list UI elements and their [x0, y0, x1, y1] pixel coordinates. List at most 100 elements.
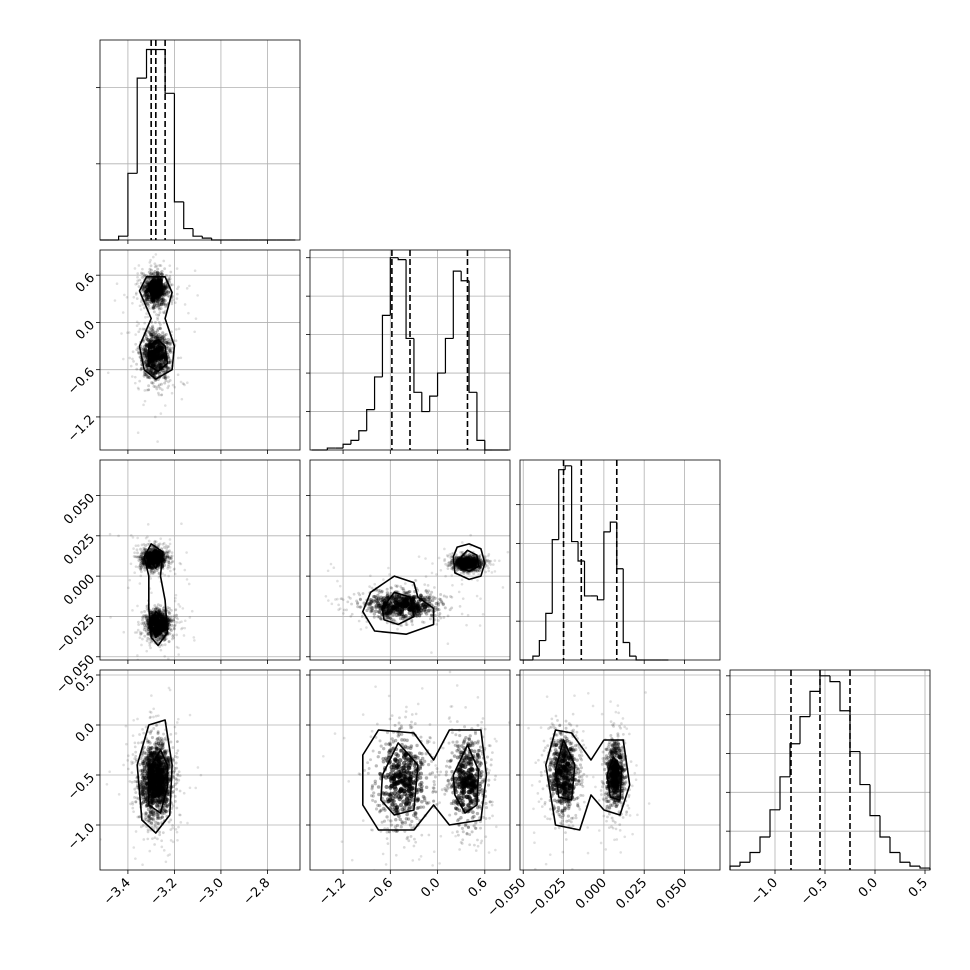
- sample-point: [397, 732, 401, 737]
- sample-point: [146, 747, 150, 752]
- sample-point: [151, 812, 156, 816]
- sample-point: [168, 346, 172, 350]
- sample-point: [476, 741, 480, 745]
- sample-point: [609, 700, 612, 703]
- sample-point: [369, 597, 373, 602]
- sample-point: [139, 784, 143, 789]
- sample-point: [153, 331, 158, 335]
- sample-point: [394, 808, 399, 813]
- sample-point: [159, 347, 164, 352]
- sample-point: [139, 300, 143, 304]
- sample-point: [131, 761, 135, 765]
- histogram-bin: [889, 836, 900, 854]
- sample-point: [434, 601, 439, 606]
- panel-frame: [519, 459, 721, 661]
- sample-point: [172, 624, 176, 628]
- histogram-bin: [869, 784, 880, 817]
- sample-point: [175, 721, 179, 724]
- sample-point: [408, 781, 414, 786]
- sample-point: [414, 811, 418, 815]
- sample-point: [155, 775, 161, 781]
- sample-point: [467, 737, 472, 742]
- sample-point: [455, 684, 459, 687]
- sample-point: [384, 758, 389, 763]
- sample-point: [377, 609, 381, 614]
- sample-point: [146, 828, 150, 832]
- sample-point: [447, 782, 451, 786]
- sample-point: [380, 820, 384, 824]
- sample-point: [430, 571, 434, 575]
- sample-point: [140, 741, 144, 745]
- sample-point: [134, 342, 138, 346]
- sample-point: [163, 554, 167, 559]
- sample-point: [178, 561, 182, 565]
- sample-point: [150, 777, 156, 783]
- sample-point: [417, 858, 421, 861]
- sample-point: [166, 545, 170, 549]
- sample-point: [370, 828, 373, 832]
- sample-point: [166, 340, 170, 344]
- sample-point: [401, 799, 406, 804]
- sample-point: [160, 297, 165, 302]
- sample-point: [136, 346, 140, 350]
- sample-point: [606, 804, 610, 808]
- sample-point: [420, 605, 425, 610]
- histogram-bin: [769, 809, 780, 837]
- sample-point: [142, 731, 146, 735]
- sample-point: [406, 817, 411, 821]
- sample-point: [177, 770, 181, 774]
- sample-point: [385, 815, 389, 819]
- sample-point: [373, 582, 377, 586]
- sample-point: [154, 714, 158, 718]
- sample-point: [168, 542, 172, 546]
- sample-point: [144, 797, 149, 802]
- sample-point: [158, 741, 163, 745]
- sample-point: [117, 793, 121, 796]
- sample-point: [404, 591, 409, 596]
- sample-point: [150, 320, 154, 324]
- sample-point: [469, 554, 473, 558]
- histogram-bin: [476, 392, 485, 441]
- sample-point: [479, 826, 482, 830]
- sample-point: [171, 770, 176, 774]
- sample-point: [139, 566, 143, 570]
- sample-point: [466, 755, 471, 760]
- sample-point: [152, 271, 156, 276]
- sample-point: [162, 557, 166, 562]
- sample-point: [469, 740, 474, 744]
- sample-point: [553, 748, 558, 752]
- sample-point: [384, 863, 388, 866]
- sample-point: [171, 824, 174, 827]
- sample-point: [384, 613, 388, 617]
- sample-point: [473, 730, 477, 734]
- sample-point: [174, 732, 178, 735]
- sample-point: [435, 573, 438, 576]
- sample-point: [173, 567, 176, 571]
- sample-point: [483, 727, 487, 731]
- sample-point: [142, 745, 146, 749]
- sample-point: [141, 788, 146, 792]
- sample-point: [138, 557, 143, 561]
- sample-point: [150, 694, 153, 697]
- sample-point: [410, 713, 414, 716]
- sample-point: [398, 794, 404, 799]
- histogram-bin: [118, 235, 128, 240]
- sample-point: [453, 799, 458, 804]
- sample-point: [407, 607, 413, 612]
- sample-point: [478, 783, 483, 788]
- sample-point: [441, 603, 445, 607]
- histogram-bin: [183, 201, 194, 230]
- sample-point: [488, 800, 492, 804]
- sample-point: [493, 570, 497, 573]
- histogram-bin: [532, 655, 540, 660]
- sample-point: [141, 761, 145, 766]
- sample-point: [129, 534, 133, 537]
- sample-point: [394, 807, 399, 812]
- sample-point: [140, 776, 145, 780]
- sample-point: [400, 807, 405, 812]
- sample-point: [402, 805, 407, 810]
- sample-point: [131, 802, 135, 806]
- sample-point: [134, 800, 138, 804]
- sample-point: [419, 855, 423, 858]
- sample-point: [376, 597, 381, 602]
